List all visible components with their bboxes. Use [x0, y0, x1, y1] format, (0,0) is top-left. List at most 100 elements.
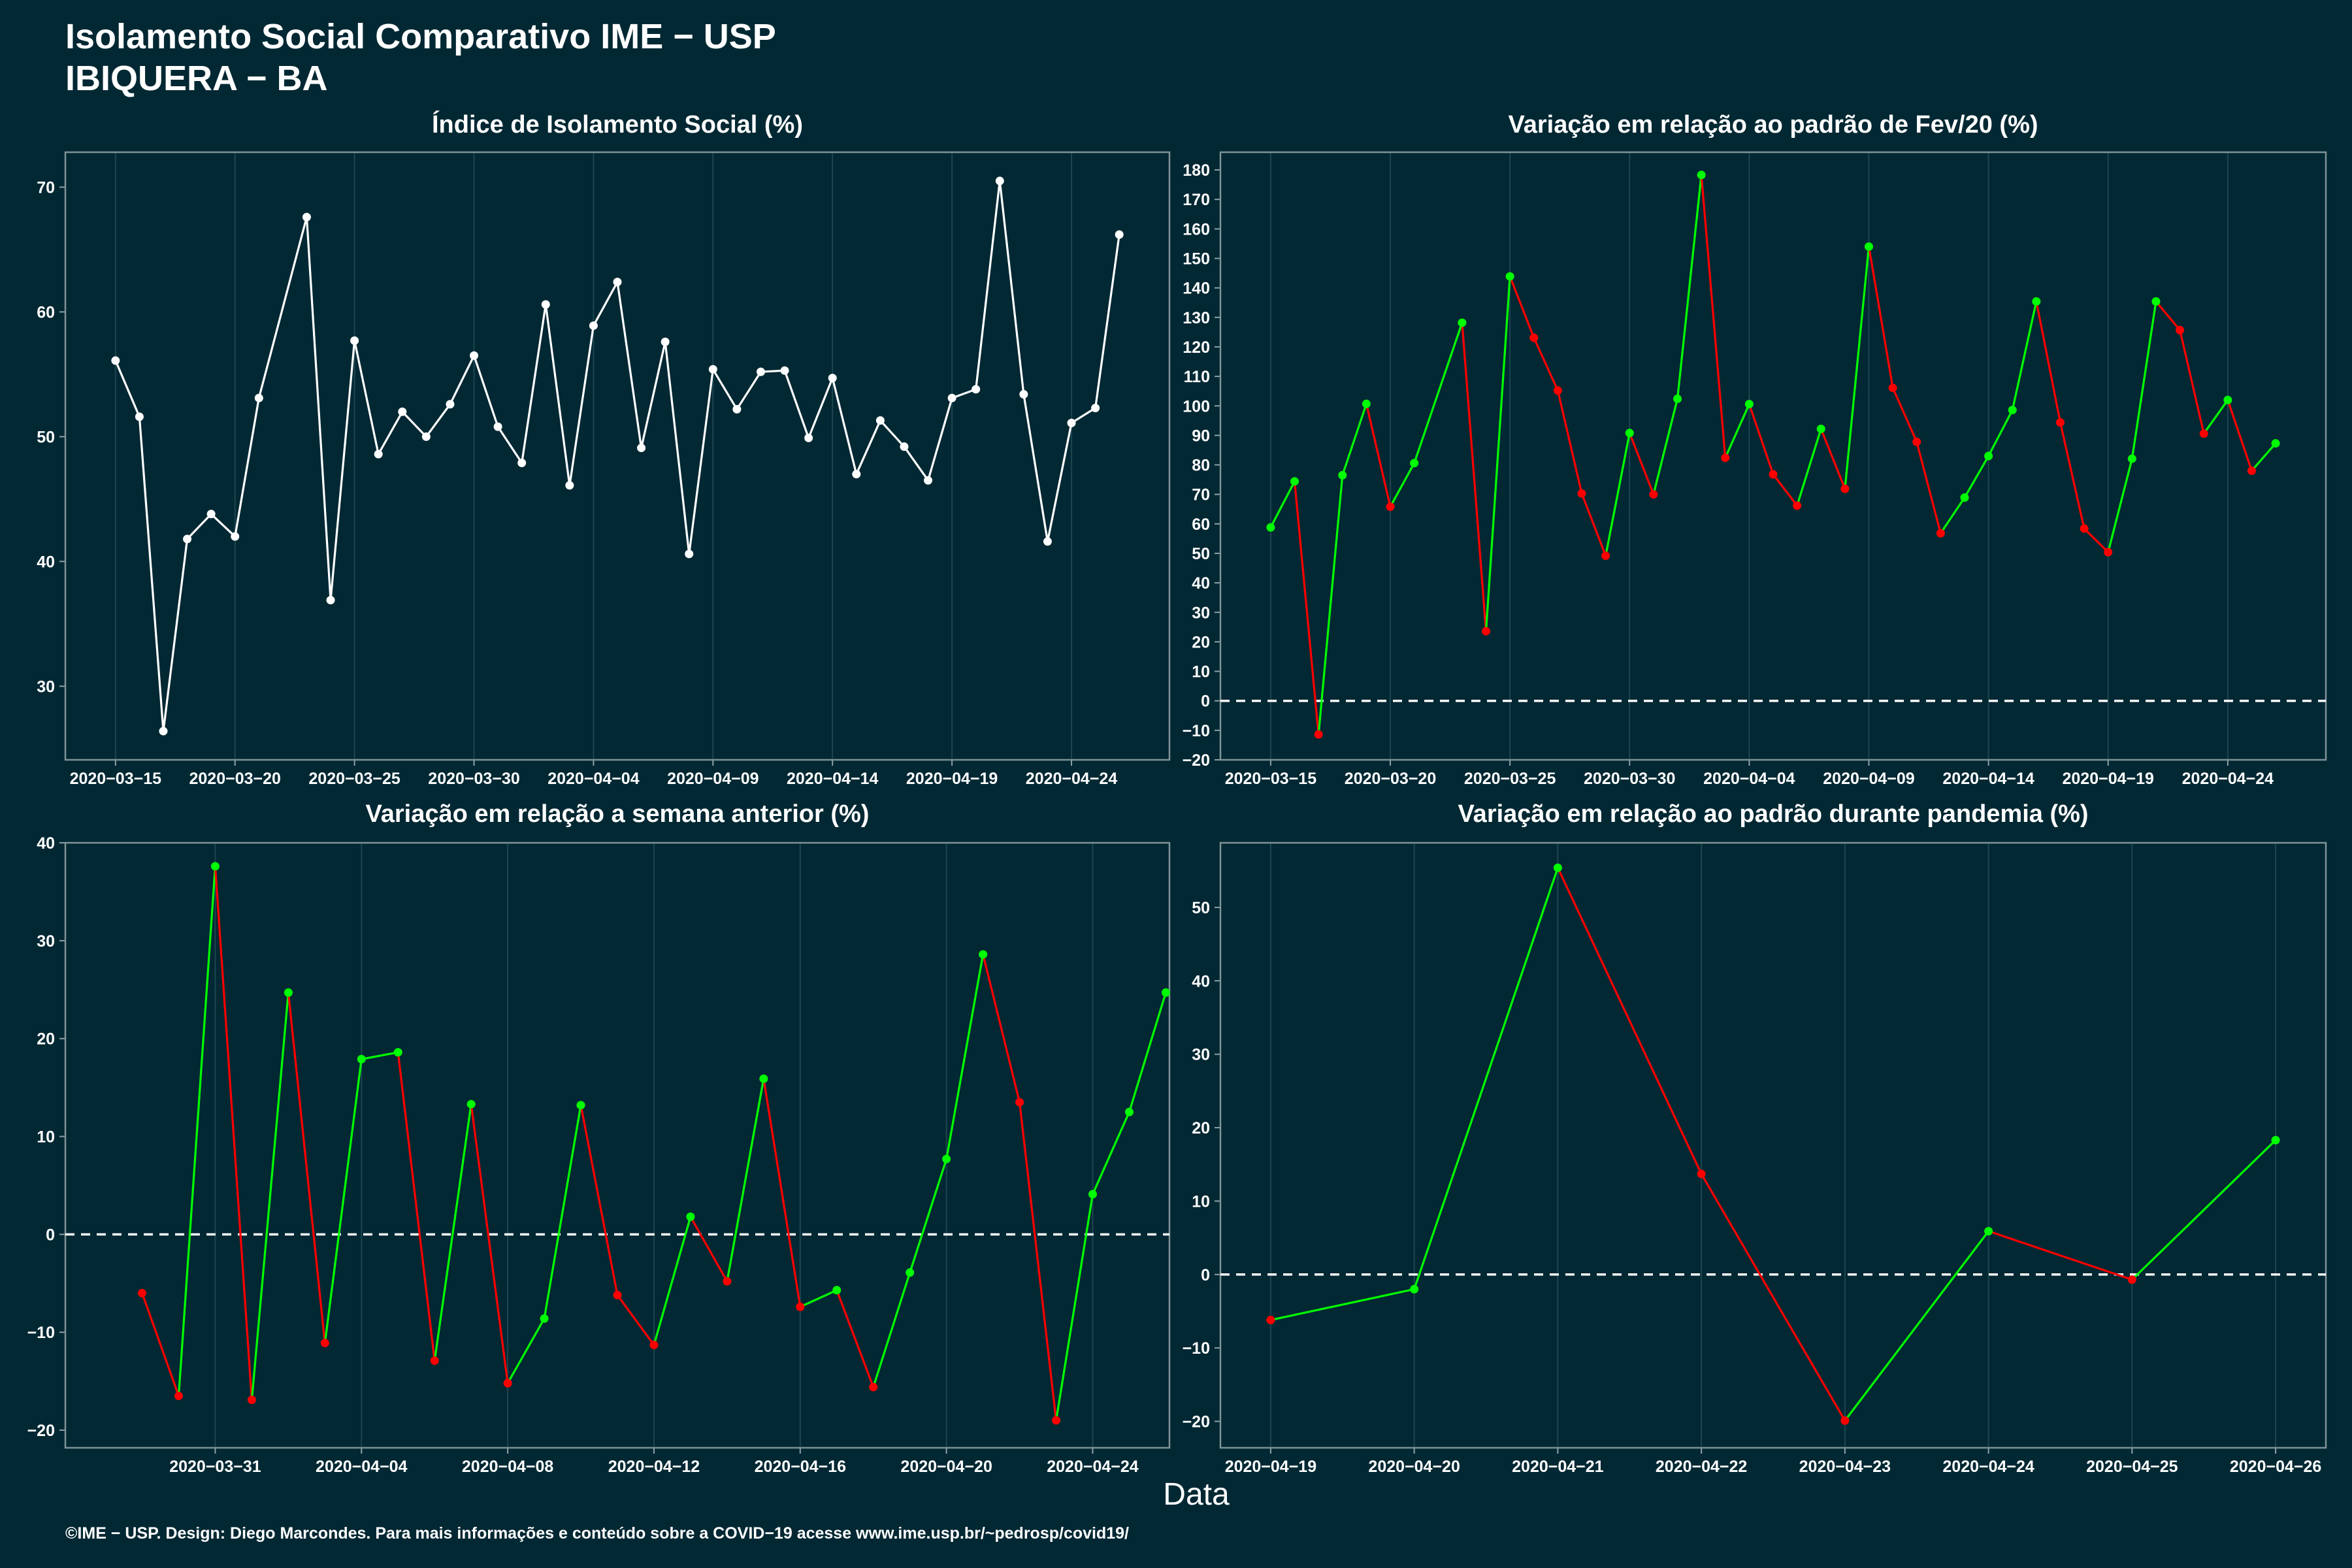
data-point	[503, 1379, 512, 1388]
x-tick-label: 2020−04−12	[608, 1458, 700, 1476]
y-tick-label: 0	[46, 1226, 55, 1244]
data-point	[1625, 429, 1634, 438]
data-point	[2055, 418, 2065, 427]
data-point	[1912, 437, 1921, 446]
chart-panel-1: Índice de Isolamento Social (%) 2020−03−1…	[37, 110, 1171, 788]
data-point	[832, 1286, 841, 1295]
data-point	[869, 1382, 878, 1392]
x-tick-label: 2020−04−19	[2063, 770, 2154, 788]
data-point	[1649, 490, 1658, 499]
x-tick-label: 2020−04−19	[1225, 1458, 1316, 1476]
series-segment	[1628, 433, 1655, 495]
data-point	[470, 351, 479, 360]
series-segment	[1867, 246, 1894, 388]
data-point	[320, 1339, 329, 1348]
series-segment	[836, 1290, 875, 1388]
data-point	[421, 432, 431, 441]
series-segment	[162, 538, 189, 732]
x-tick-label: 2020−04−19	[906, 770, 998, 788]
x-tick-label: 2020−04−20	[900, 1458, 992, 1476]
series-segment	[353, 340, 380, 455]
series-segment	[1963, 455, 1989, 498]
data-point	[723, 1277, 732, 1286]
y-tick-label: 20	[37, 1030, 55, 1049]
series-segment	[397, 1052, 436, 1361]
series-segment	[2227, 399, 2253, 472]
x-tick-label: 2020−03−30	[1584, 770, 1675, 788]
series-segment	[1270, 1288, 1414, 1322]
series-segment	[1748, 404, 1774, 475]
series-segment	[1054, 1194, 1094, 1421]
data-point	[1864, 242, 1873, 251]
data-point	[589, 321, 598, 330]
series-segment	[927, 397, 953, 481]
data-point	[1840, 484, 1850, 493]
x-tick-label: 2020−03−15	[1225, 770, 1317, 788]
series-segment	[1128, 992, 1167, 1113]
series-segment	[726, 1078, 765, 1282]
data-point	[686, 1212, 695, 1221]
data-point	[1161, 988, 1170, 997]
series-segment	[2083, 527, 2109, 553]
data-point	[2127, 454, 2136, 463]
data-point	[174, 1392, 183, 1401]
series-segment	[1533, 337, 1559, 391]
data-point	[466, 1100, 476, 1109]
series-segment	[305, 217, 332, 600]
data-point	[517, 459, 527, 468]
data-point	[159, 727, 168, 736]
series-segment	[1844, 246, 1870, 489]
data-point	[2008, 406, 2017, 415]
series-segment	[1365, 403, 1392, 508]
series-segment	[1940, 497, 1966, 534]
y-tick-label: 40	[37, 834, 55, 853]
series-segment	[1796, 428, 1822, 506]
y-tick-label: 10	[1192, 663, 1210, 681]
y-tick-label: 20	[1192, 1119, 1210, 1137]
y-tick-label: 10	[37, 1128, 55, 1147]
series-segment	[664, 342, 691, 555]
y-tick-label: 20	[1192, 633, 1210, 651]
data-point	[972, 385, 981, 394]
series-segment	[141, 1292, 180, 1397]
series-segment	[1484, 276, 1511, 632]
data-point	[661, 337, 670, 346]
series-segment	[711, 368, 738, 410]
series-segment	[214, 866, 253, 1400]
series-segment	[138, 416, 165, 732]
x-tick-label: 2020−04−24	[2182, 770, 2274, 788]
chart-panel-3: Variação em relação a semana anterior (%…	[27, 800, 1171, 1476]
series-segment	[1293, 481, 1320, 735]
x-tick-label: 2020−04−23	[1799, 1458, 1891, 1476]
x-tick-label: 2020−03−30	[428, 770, 519, 788]
series-segment	[1605, 433, 1631, 556]
series-segment	[909, 1158, 948, 1273]
data-point	[1697, 171, 1706, 180]
chart-panel-2: Variação em relação ao padrão de Fev/20 …	[1183, 111, 2327, 788]
x-tick-label: 2020−03−31	[169, 1458, 261, 1476]
series-segment	[640, 341, 666, 448]
data-point	[1697, 1169, 1706, 1179]
page-subtitle: IBIQUERA − BA	[65, 59, 328, 98]
series-segment	[1317, 475, 1344, 735]
data-point	[1553, 386, 1562, 395]
y-tick-label: −10	[1183, 1339, 1210, 1358]
data-point	[924, 476, 933, 485]
series-segment	[1676, 174, 1703, 399]
series-segment	[616, 1294, 655, 1346]
data-point	[1553, 863, 1562, 872]
data-point	[350, 336, 359, 345]
series-segment	[177, 866, 217, 1396]
data-point	[284, 988, 293, 997]
series-segment	[982, 954, 1021, 1103]
series-segment	[114, 360, 140, 417]
data-point	[206, 510, 216, 519]
data-point	[2176, 325, 2185, 335]
series-segment	[1018, 1102, 1058, 1421]
y-tick-label: 60	[1192, 515, 1210, 534]
panel-title: Variação em relação ao padrão de Fev/20 …	[1508, 111, 2038, 139]
series-segment	[287, 992, 326, 1343]
data-point	[2223, 395, 2232, 404]
y-tick-label: 60	[37, 303, 55, 321]
series-segment	[470, 1103, 509, 1384]
